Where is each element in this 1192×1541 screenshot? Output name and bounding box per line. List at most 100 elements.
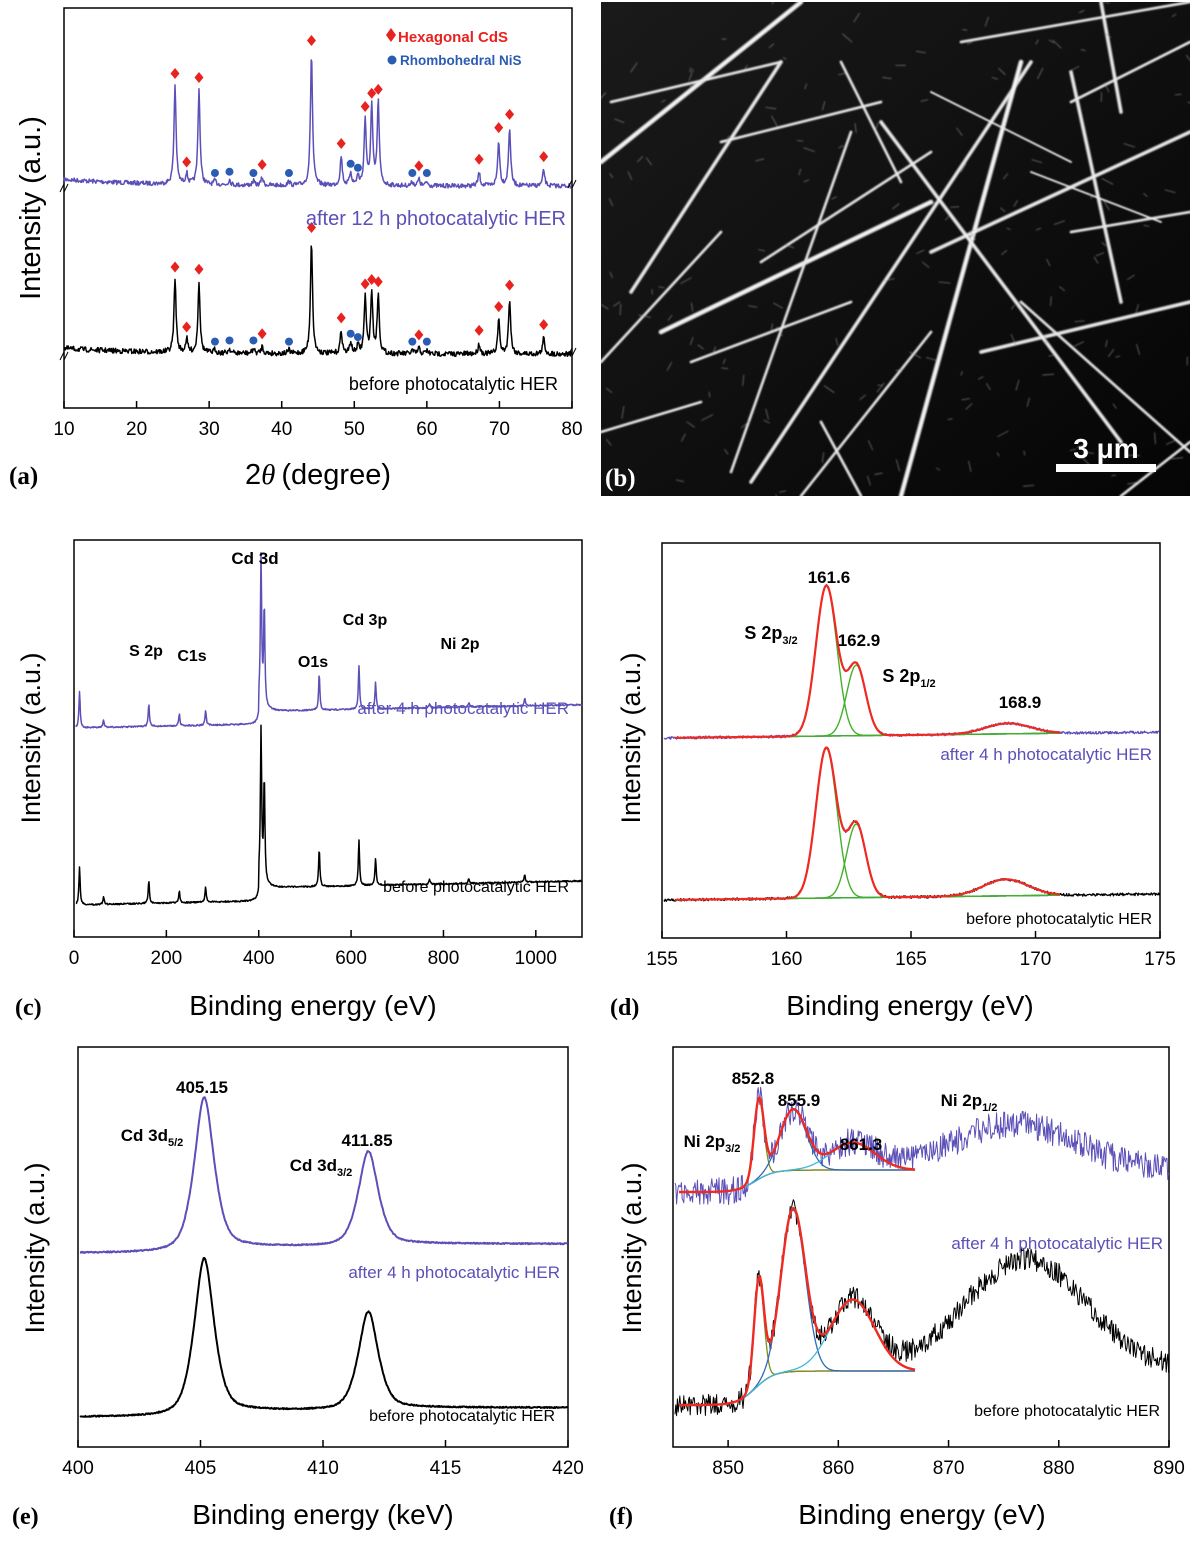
nanobranch bbox=[1078, 9, 1085, 14]
nanobranch bbox=[1010, 304, 1015, 310]
nanobranch bbox=[765, 106, 777, 110]
nanorod-highlight bbox=[1020, 301, 1190, 453]
legend-cds-marker bbox=[386, 28, 396, 42]
nanobranch bbox=[950, 206, 959, 208]
cds-peak-marker bbox=[336, 137, 346, 149]
nanorod-highlight bbox=[1100, 2, 1122, 113]
nanobranch bbox=[984, 16, 989, 27]
nanobranch bbox=[675, 479, 685, 483]
cds-peak-marker bbox=[360, 278, 370, 290]
nanobranch bbox=[842, 33, 853, 43]
x-tick-label: 40 bbox=[271, 419, 292, 440]
nanobranch bbox=[765, 408, 769, 420]
nanobranch bbox=[1001, 249, 1008, 256]
nanobranch bbox=[1171, 457, 1184, 460]
nanobranch bbox=[608, 198, 614, 207]
scale-bar bbox=[1056, 464, 1156, 472]
nanobranch bbox=[748, 305, 758, 308]
nanobranch bbox=[686, 421, 695, 428]
s2p-raw-0 bbox=[663, 583, 1160, 740]
cds-peak-marker bbox=[170, 261, 180, 273]
nanobranch bbox=[689, 336, 694, 346]
nanobranch bbox=[1044, 334, 1047, 344]
cds-peak-marker bbox=[170, 68, 180, 79]
cds-peak-marker bbox=[306, 35, 316, 46]
nanobranch bbox=[708, 391, 711, 398]
nanorod-highlight bbox=[840, 61, 902, 183]
nanorod-highlight bbox=[930, 131, 1190, 253]
nanobranch bbox=[688, 69, 694, 81]
x-tick-label: 800 bbox=[428, 948, 460, 969]
nanobranch bbox=[821, 452, 825, 463]
nanobranch bbox=[916, 50, 926, 54]
nanobranch bbox=[956, 127, 963, 136]
nanorod-highlight bbox=[720, 101, 882, 143]
panel-label-f: (f) bbox=[609, 1504, 633, 1530]
x-tick-label: 850 bbox=[712, 1458, 744, 1479]
nanobranch bbox=[1185, 54, 1190, 61]
x-tick-label: 0 bbox=[69, 948, 80, 969]
cds-peak-marker bbox=[494, 122, 504, 134]
nanobranch bbox=[859, 394, 866, 400]
label-168-9: 168.9 bbox=[999, 693, 1042, 712]
nanobranch bbox=[1143, 192, 1148, 198]
nanobranch bbox=[1143, 224, 1150, 227]
label-cd3d52: Cd 3d5/2 bbox=[121, 1126, 184, 1149]
series-label-after: after 4 h photocatalytic HER bbox=[940, 745, 1152, 764]
nanobranch bbox=[838, 72, 846, 76]
nis-peak-marker bbox=[249, 169, 258, 178]
label-ni2p32: Ni 2p3/2 bbox=[684, 1132, 741, 1155]
nanobranch bbox=[969, 230, 976, 241]
nanobranch bbox=[701, 414, 714, 421]
x-tick-label: 30 bbox=[199, 419, 220, 440]
nanobranch bbox=[1054, 220, 1065, 225]
nanobranch bbox=[1101, 177, 1114, 185]
nis-peak-marker bbox=[353, 333, 362, 342]
axis-break bbox=[59, 183, 69, 193]
nanobranch bbox=[1069, 448, 1077, 451]
nanobranch bbox=[966, 41, 973, 45]
nanorod-highlight bbox=[730, 131, 852, 473]
axis-break bbox=[567, 179, 577, 189]
label-o1s: O1s bbox=[298, 654, 328, 671]
nis-peak-marker bbox=[346, 159, 355, 168]
nanobranch bbox=[895, 459, 901, 472]
s2p-raw-1 bbox=[663, 746, 1161, 902]
nanobranch bbox=[627, 171, 633, 180]
ni2p-fit-1 bbox=[678, 1206, 916, 1407]
nanobranch bbox=[803, 179, 810, 183]
nis-peak-marker bbox=[210, 337, 219, 346]
nanobranch bbox=[768, 43, 775, 49]
nanobranch bbox=[697, 344, 704, 350]
nanobranch bbox=[1059, 286, 1065, 292]
nanobranch bbox=[1104, 82, 1110, 93]
nanobranch bbox=[1013, 200, 1018, 207]
nanobranch bbox=[771, 2, 774, 5]
y-axis-label: Intensity (a.u.) bbox=[16, 652, 46, 823]
nanobranch bbox=[921, 261, 930, 268]
nanobranch bbox=[667, 314, 673, 321]
nanobranch bbox=[876, 382, 885, 393]
x-tick-label: 200 bbox=[151, 948, 183, 969]
panel-label-b: (b) bbox=[605, 465, 636, 492]
nanobranch bbox=[985, 382, 991, 391]
nanobranch bbox=[1076, 444, 1085, 448]
x-axis-label: Binding energy (eV) bbox=[786, 990, 1033, 1021]
nanobranch bbox=[782, 56, 787, 60]
nanobranch bbox=[1187, 101, 1190, 104]
cds-peak-marker bbox=[336, 312, 346, 324]
nanobranch bbox=[996, 452, 1000, 457]
nanobranch bbox=[1050, 296, 1052, 306]
s2p-fit-0 bbox=[674, 584, 1061, 739]
nanobranch bbox=[1048, 39, 1055, 44]
label-s2p32: S 2p3/2 bbox=[744, 623, 797, 647]
nanobranch bbox=[1112, 403, 1117, 409]
ni2p-component-1-1 bbox=[679, 1209, 915, 1406]
nanobranch bbox=[1037, 67, 1044, 80]
cds-peak-marker bbox=[494, 301, 504, 313]
nanobranch bbox=[882, 77, 892, 79]
cds-peak-marker bbox=[257, 328, 267, 340]
xrd-series-1 bbox=[63, 245, 573, 358]
nanobranch bbox=[874, 472, 883, 475]
nanobranch bbox=[892, 203, 900, 210]
